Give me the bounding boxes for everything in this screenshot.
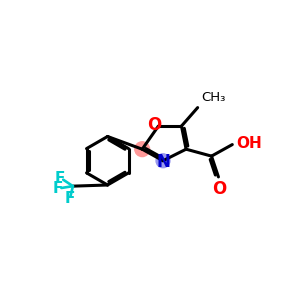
Text: O: O — [147, 116, 161, 134]
Text: F: F — [53, 181, 63, 196]
Circle shape — [135, 142, 150, 157]
Text: F: F — [64, 191, 75, 206]
Text: OH: OH — [236, 136, 262, 151]
Text: N: N — [157, 153, 170, 171]
Text: F: F — [55, 171, 65, 186]
Circle shape — [156, 154, 170, 168]
Text: CH₃: CH₃ — [201, 91, 226, 104]
Text: O: O — [212, 180, 227, 198]
